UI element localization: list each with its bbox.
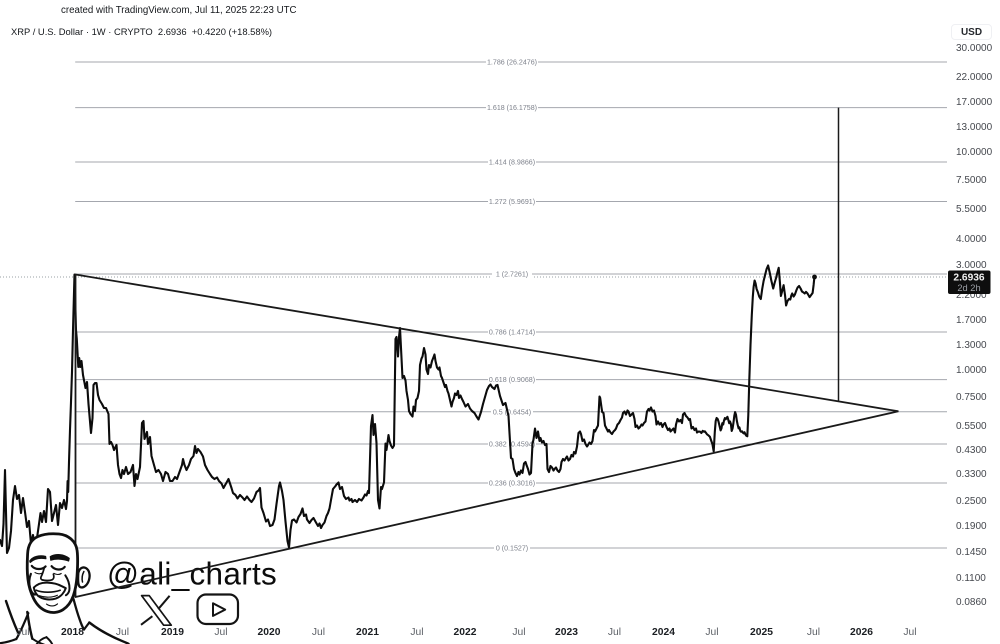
svg-text:0.382 (0.4594): 0.382 (0.4594) [489,441,535,449]
svg-text:1 (2.7261): 1 (2.7261) [496,271,528,279]
svg-text:0.786 (1.4714): 0.786 (1.4714) [489,329,535,337]
svg-text:1.272 (5.9691): 1.272 (5.9691) [489,198,535,206]
svg-text:2d 2h: 2d 2h [957,283,980,293]
svg-text:1.618 (16.1758): 1.618 (16.1758) [487,104,537,112]
svg-text:1.786 (26.2476): 1.786 (26.2476) [487,59,537,67]
svg-text:0.618 (0.9068): 0.618 (0.9068) [489,376,535,384]
svg-text:0.5 (0.6454): 0.5 (0.6454) [493,408,531,416]
svg-text:1.414 (8.9866): 1.414 (8.9866) [489,159,535,167]
svg-text:2.6936: 2.6936 [953,273,984,284]
svg-text:@ali_charts: @ali_charts [107,556,277,592]
svg-text:0.236 (0.3016): 0.236 (0.3016) [489,480,535,488]
svg-text:0 (0.1527): 0 (0.1527) [496,545,528,553]
